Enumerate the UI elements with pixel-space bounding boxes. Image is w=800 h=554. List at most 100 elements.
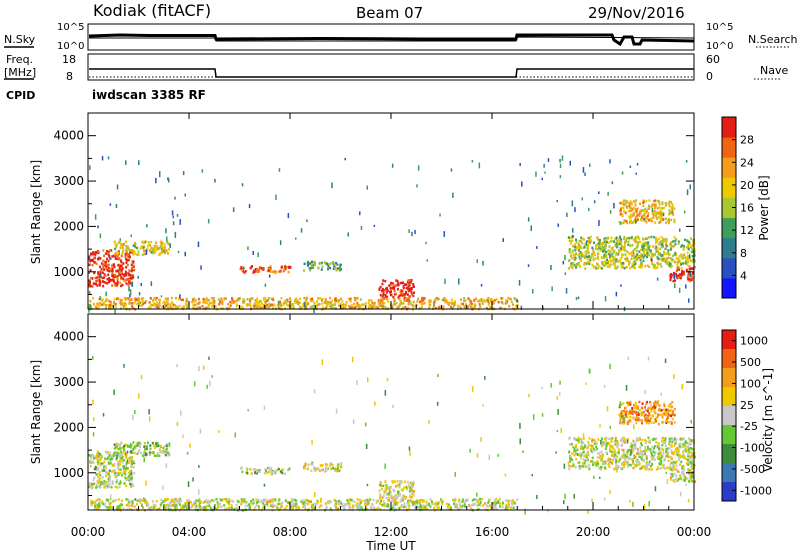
echo-cell	[329, 304, 331, 308]
echo-cell	[435, 504, 438, 508]
echo-cell	[390, 281, 392, 285]
echo-cell	[570, 242, 572, 245]
echo-cell	[671, 452, 674, 455]
echo-cell	[96, 302, 99, 305]
echo-cell	[462, 302, 464, 306]
echo-cell	[277, 270, 280, 274]
echo-cell	[574, 245, 577, 249]
echo-cell	[399, 293, 402, 297]
echo-cell	[626, 401, 628, 404]
echo-cell	[138, 498, 141, 502]
echo-cell	[396, 306, 399, 309]
echo-cell	[516, 498, 519, 501]
echo-cell	[379, 508, 382, 511]
echo-cell	[614, 265, 616, 268]
echo-cell	[420, 306, 423, 309]
echo-cell	[592, 265, 595, 269]
power-colorbar-label: Power [dB]	[757, 175, 771, 240]
echo-cell	[664, 437, 667, 440]
echo-cell	[136, 298, 139, 301]
echo-cell	[659, 452, 662, 455]
echo-cell	[340, 297, 343, 301]
echo-cell	[284, 265, 287, 268]
echo-cell	[110, 268, 113, 272]
echo-cell	[623, 219, 626, 222]
echo-cell	[286, 304, 289, 307]
echo-cell	[636, 463, 639, 467]
echo-cell	[104, 264, 107, 268]
echo-cell	[271, 303, 274, 306]
echo-cell	[97, 455, 100, 458]
echo-cell	[94, 465, 97, 469]
echo-cell	[651, 438, 654, 441]
echo-cell	[630, 408, 633, 412]
echo-cell	[235, 299, 238, 303]
echo-cell	[127, 445, 129, 448]
echo-cell	[120, 474, 123, 477]
echo-cell	[188, 499, 191, 502]
echo-cell	[154, 446, 156, 449]
echo-cell	[155, 241, 158, 244]
echo-cell	[174, 506, 177, 510]
echo-cell	[346, 498, 349, 502]
echo-cell	[411, 293, 413, 296]
echo-cell	[691, 447, 694, 451]
echo-cell	[669, 212, 672, 215]
echo-cell	[96, 498, 99, 502]
echo-cell	[89, 454, 92, 457]
echo-cell	[688, 277, 691, 281]
echo-cell	[125, 245, 128, 248]
echo-cell	[130, 465, 133, 469]
noise-cell	[557, 223, 559, 227]
echo-cell	[642, 249, 645, 253]
echo-cell	[667, 256, 670, 260]
echo-cell	[194, 501, 197, 504]
echo-cell	[437, 501, 440, 504]
echo-cell	[338, 499, 340, 503]
echo-cell	[481, 497, 484, 501]
echo-cell	[603, 256, 606, 259]
echo-cell	[656, 466, 659, 469]
echo-cell	[206, 298, 209, 302]
echo-cell	[507, 500, 510, 503]
echo-cell	[588, 242, 591, 245]
echo-cell	[310, 265, 313, 269]
echo-cell	[624, 439, 627, 443]
echo-cell	[155, 244, 158, 248]
echo-cell	[311, 307, 314, 310]
echo-cell	[457, 508, 460, 511]
noise-cell	[443, 231, 445, 237]
echo-cell	[567, 236, 570, 239]
echo-cell	[104, 457, 107, 460]
echo-cell	[640, 266, 643, 269]
echo-cell	[270, 471, 273, 474]
echo-cell	[674, 260, 677, 264]
echo-cell	[646, 264, 649, 267]
echo-cell	[113, 462, 116, 466]
echo-cell	[620, 244, 623, 247]
echo-cell	[308, 267, 311, 270]
echo-cell	[634, 465, 637, 468]
echo-cell	[634, 418, 637, 421]
echo-cell	[440, 499, 443, 503]
echo-cell	[184, 503, 187, 506]
echo-cell	[444, 301, 447, 304]
echo-cell	[644, 406, 646, 409]
echo-cell	[594, 266, 597, 269]
echo-cell	[357, 506, 360, 510]
echo-cell	[675, 272, 678, 276]
echo-cell	[677, 240, 680, 243]
echo-cell	[580, 452, 583, 456]
echo-cell	[458, 508, 461, 511]
echo-cell	[243, 271, 246, 274]
noise-cell	[521, 181, 523, 187]
echo-cell	[634, 199, 637, 202]
echo-cell	[369, 498, 372, 501]
echo-cell	[129, 302, 132, 305]
echo-cell	[158, 507, 161, 510]
noise-cell	[582, 167, 585, 173]
echo-cell	[256, 302, 259, 305]
echo-cell	[277, 502, 280, 506]
echo-cell	[312, 503, 314, 507]
echo-cell	[125, 498, 128, 501]
